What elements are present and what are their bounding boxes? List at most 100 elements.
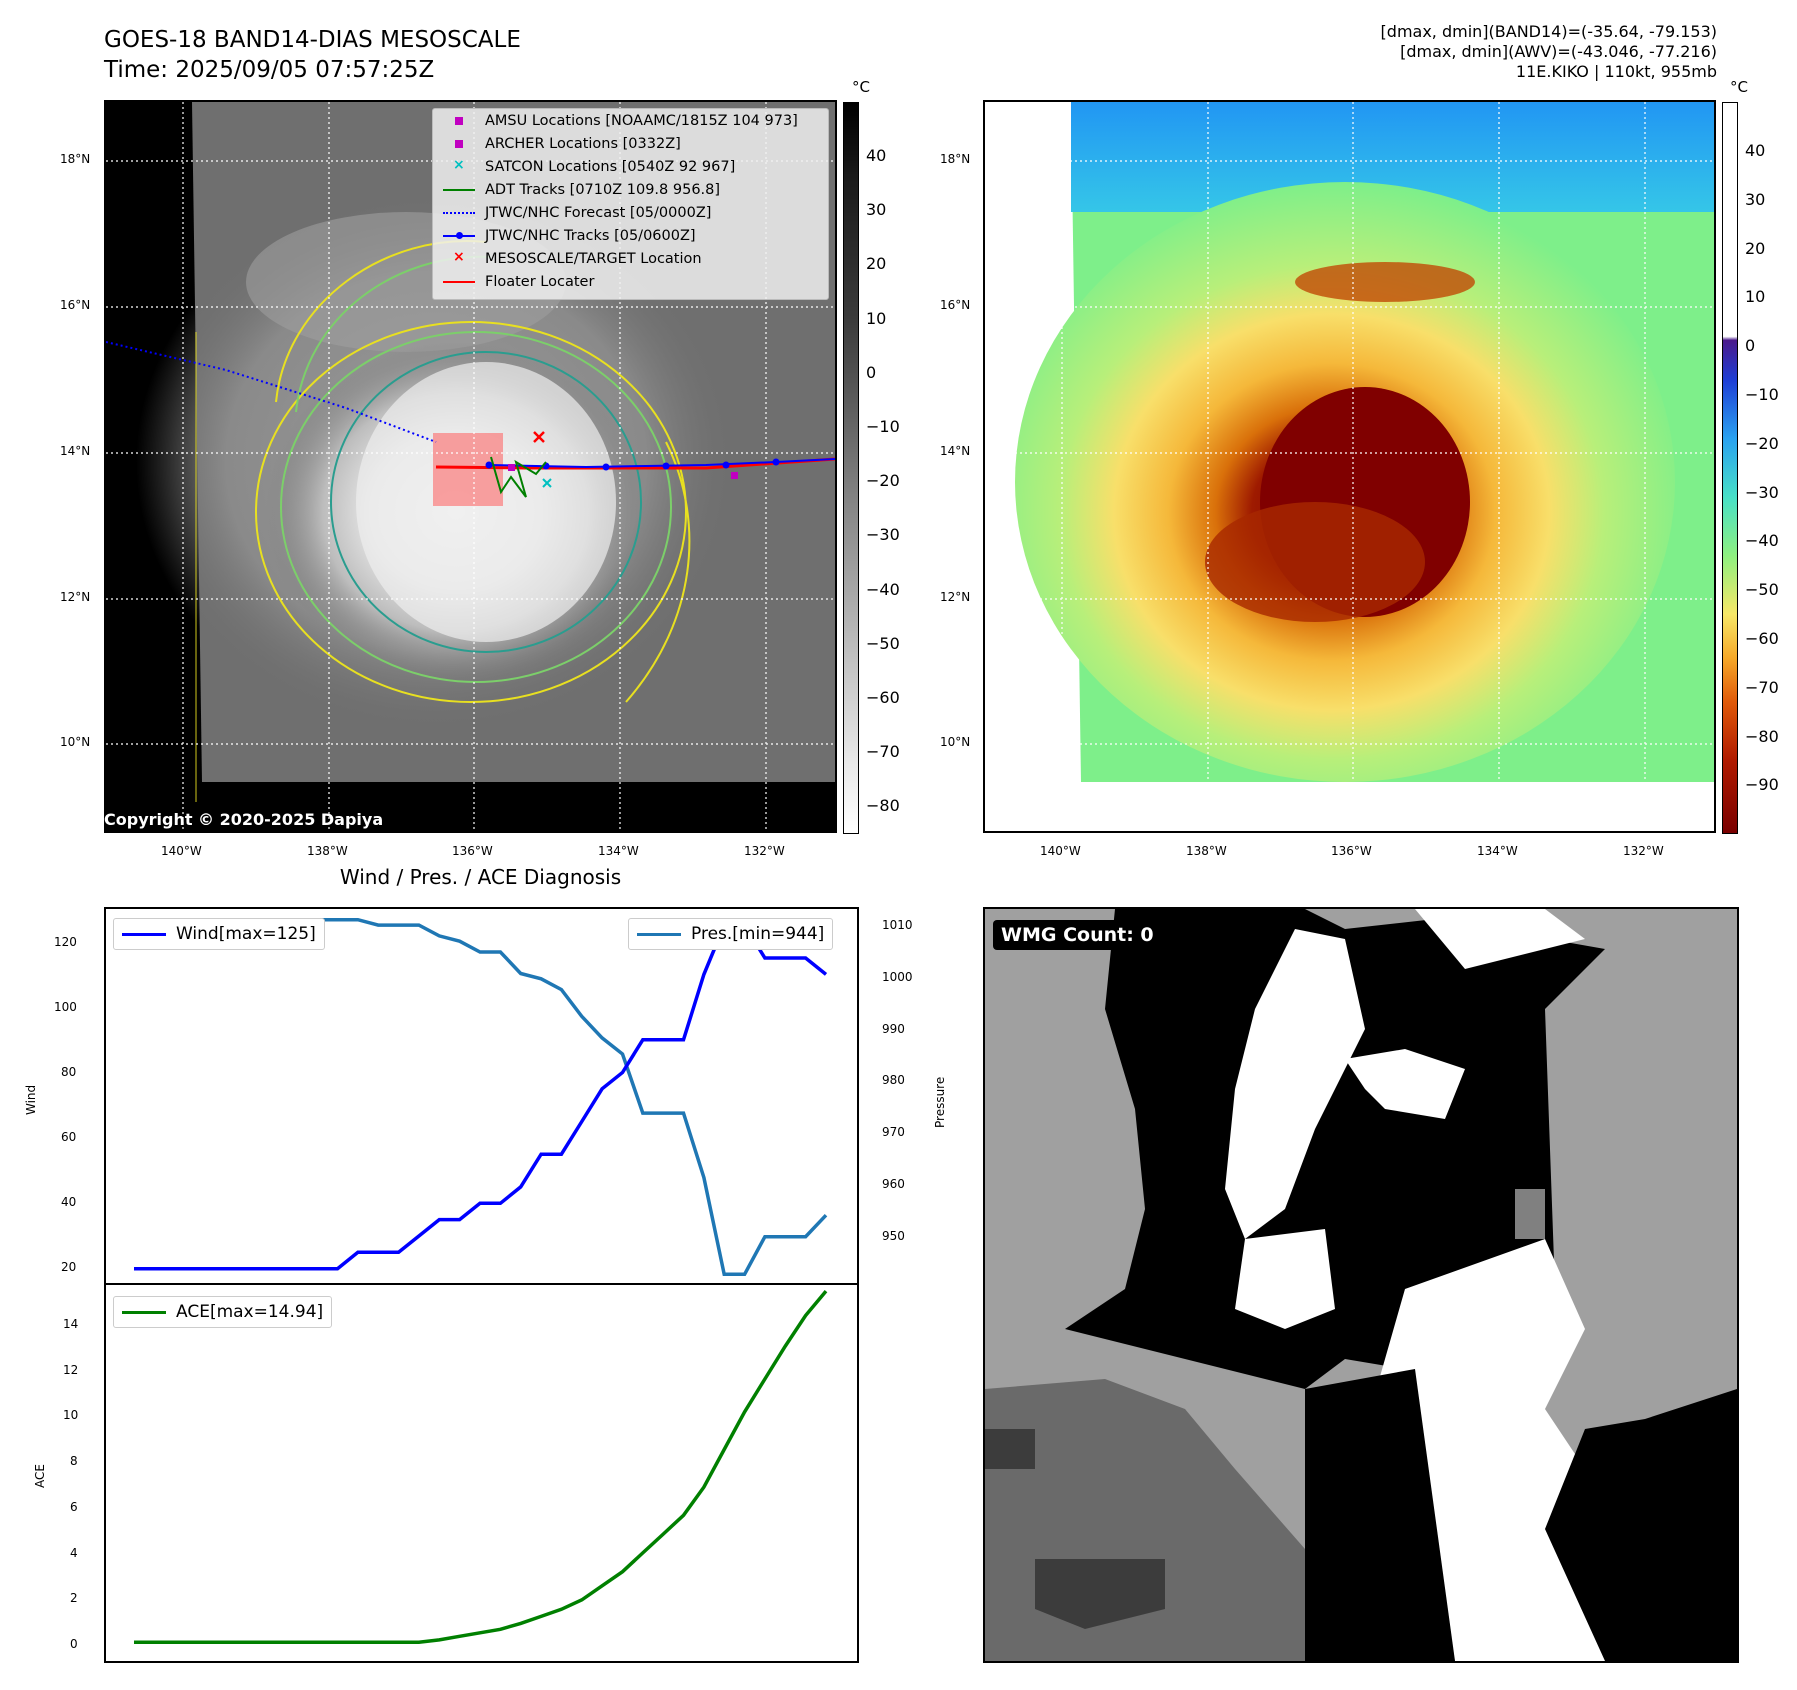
wind-pres-chart <box>104 907 859 1287</box>
legend-item-archer: ARCHER Locations [0332Z] <box>441 133 681 155</box>
right-colorbar-tick: −50 <box>1745 580 1779 600</box>
left-colorbar-tick: 20 <box>866 254 887 274</box>
pres-legend-line <box>637 932 681 936</box>
pressure-tick-label: 960 <box>882 1177 905 1191</box>
right-colorbar-tick: 30 <box>1745 189 1766 209</box>
wind-tick-label: 40 <box>61 1195 77 1209</box>
left-colorbar-tick: 30 <box>866 200 887 220</box>
left-map-lon-label: 134°W <box>598 844 639 858</box>
stats-band14: [dmax, dmin](BAND14)=(-35.64, -79.153) <box>1380 22 1717 41</box>
right-map-lon-label: 136°W <box>1331 844 1372 858</box>
right-map-lon-label: 134°W <box>1477 844 1518 858</box>
map-legend: AMSU Locations [NOAAMC/1815Z 104 973] AR… <box>432 108 829 300</box>
pressure-tick-label: 1000 <box>882 969 913 984</box>
right-map-lat-label: 18°N <box>940 152 971 166</box>
right-colorbar-tick: −20 <box>1745 433 1779 453</box>
ace-series-line <box>134 1289 828 1644</box>
right-colorbar-tick: −90 <box>1745 775 1779 795</box>
ace-plot <box>134 1289 828 1644</box>
legend-item-forecast: JTWC/NHC Forecast [05/0000Z] <box>441 202 711 224</box>
right-map-lat-label: 14°N <box>940 444 971 458</box>
pressure-tick-label: 1010 <box>882 918 913 932</box>
wind-tick-label: 120 <box>54 935 77 949</box>
right-colorbar-tick: 40 <box>1745 141 1766 160</box>
pressure-tick-label: 980 <box>882 1073 905 1088</box>
left-map-lat-label: 18°N <box>60 152 91 166</box>
awv-map-image <box>985 102 1714 831</box>
wind-tick-label: 60 <box>61 1130 77 1144</box>
wind-tick-label: 80 <box>61 1065 77 1079</box>
legend-item-target: × MESOSCALE/TARGET Location <box>453 249 702 267</box>
ace-legend: ACE[max=14.94] <box>113 1296 333 1328</box>
wind-legend-line <box>122 932 166 936</box>
left-colorbar-tick: −20 <box>866 471 900 491</box>
diagnosis-title: Wind / Pres. / ACE Diagnosis <box>339 865 622 889</box>
ace-axis-label: ACE <box>33 1464 47 1488</box>
legend-item-tracks: JTWC/NHC Tracks [05/0600Z] <box>441 225 696 247</box>
right-map-lon-label: 138°W <box>1186 844 1227 858</box>
chart-time: Time: 2025/09/05 07:57:25Z <box>104 57 435 83</box>
left-colorbar-tick: −10 <box>866 417 900 436</box>
ace-tick-label: 2 <box>70 1591 78 1606</box>
pressure-series-line <box>134 917 828 1277</box>
copyright-label: Copyright © 2020-2025 Dapiya <box>104 810 384 829</box>
wind-legend: Wind[max=125] <box>113 918 325 950</box>
pressure-tick-label: 970 <box>882 1125 905 1140</box>
ace-tick-label: 4 <box>70 1545 78 1560</box>
legend-item-floater: Floater Locater <box>441 271 594 293</box>
left-colorbar-tick: 10 <box>866 308 887 328</box>
right-map-lat-label: 10°N <box>940 735 971 749</box>
right-colorbar-tick: −70 <box>1745 677 1779 697</box>
right-colorbar-unit: °C <box>1730 78 1748 96</box>
left-colorbar-unit: °C <box>852 78 870 96</box>
left-colorbar-tick: −70 <box>866 742 900 762</box>
left-map-lat-label: 10°N <box>60 735 91 749</box>
left-colorbar-tick: −50 <box>866 633 900 653</box>
ace-chart <box>104 1283 859 1663</box>
left-colorbar <box>843 102 859 834</box>
right-colorbar <box>1722 102 1738 834</box>
legend-item-adt: ADT Tracks [0710Z 109.8 956.8] <box>441 179 720 201</box>
left-colorbar-tick: −30 <box>866 525 900 545</box>
right-colorbar-tick: −60 <box>1745 629 1779 648</box>
left-map-lon-label: 136°W <box>452 844 493 858</box>
chart-title: GOES-18 BAND14-DIAS MESOSCALE <box>104 27 521 53</box>
right-colorbar-tick: 0 <box>1745 336 1756 356</box>
wmg-image <box>985 909 1737 1661</box>
left-colorbar-tick: −80 <box>866 796 900 816</box>
right-colorbar-tick: 20 <box>1745 238 1766 258</box>
ace-tick-label: 14 <box>63 1317 79 1331</box>
pressure-axis-label: Pressure <box>933 1076 947 1128</box>
left-colorbar-tick: 40 <box>866 146 887 165</box>
right-map-lat-label: 12°N <box>940 590 971 604</box>
wmg-count-label: WMG Count: 0 <box>993 920 1162 950</box>
right-map-lon-label: 132°W <box>1623 844 1664 858</box>
right-colorbar-tick: −80 <box>1745 726 1779 746</box>
left-colorbar-tick: −60 <box>866 688 900 707</box>
awv-map <box>983 100 1716 833</box>
stats-awv: [dmax, dmin](AWV)=(-43.046, -77.216) <box>1400 42 1717 61</box>
storm-info: 11E.KIKO | 110kt, 955mb <box>1515 62 1717 81</box>
left-map-lat-label: 16°N <box>60 298 91 312</box>
wind-tick-label: 20 <box>61 1260 77 1274</box>
wind-series-line <box>134 923 828 1271</box>
left-map-lon-label: 132°W <box>744 844 785 858</box>
ace-tick-label: 6 <box>70 1499 78 1514</box>
ace-tick-label: 10 <box>63 1408 79 1423</box>
pres-legend: Pres.[min=944] <box>628 918 834 950</box>
right-map-lon-label: 140°W <box>1040 844 1081 858</box>
right-colorbar-tick: −30 <box>1745 482 1779 502</box>
left-map-lon-label: 138°W <box>307 844 348 858</box>
wind-tick-label: 100 <box>54 1000 77 1014</box>
legend-item-amsu: AMSU Locations [NOAAMC/1815Z 104 973] <box>441 110 798 132</box>
right-colorbar-tick: −40 <box>1745 531 1779 551</box>
right-map-lat-label: 16°N <box>940 298 971 312</box>
ace-legend-line <box>122 1310 166 1314</box>
legend-item-satcon: × SATCON Locations [0540Z 92 967] <box>453 157 736 175</box>
left-colorbar-tick: −40 <box>866 579 900 599</box>
ace-tick-label: 12 <box>63 1362 79 1377</box>
ace-tick-label: 8 <box>70 1454 78 1469</box>
ace-tick-label: 0 <box>70 1636 78 1651</box>
left-map-lat-label: 14°N <box>60 444 91 458</box>
wind-axis-label: Wind <box>24 1084 38 1115</box>
